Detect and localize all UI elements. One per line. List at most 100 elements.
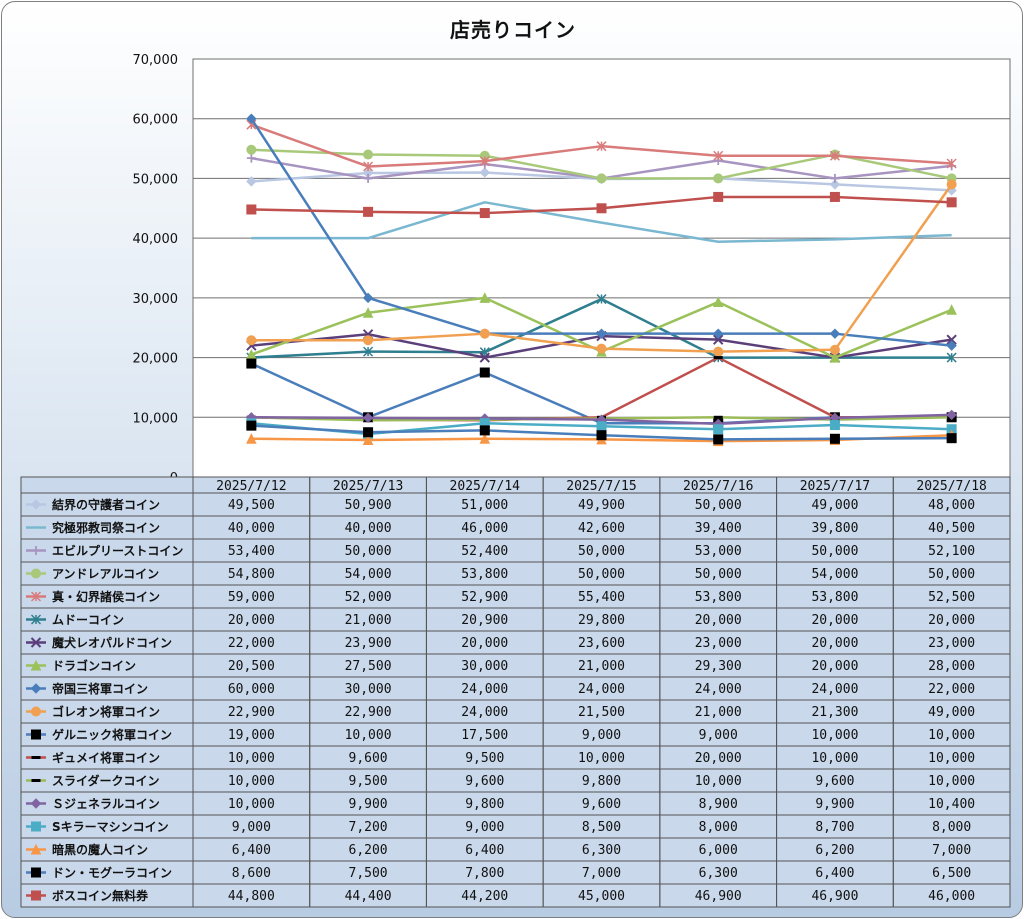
data-label: 28,000 [928,659,975,674]
data-label: 20,000 [928,613,975,628]
legend-label: アンドレアルコイン [52,567,159,581]
data-label: 23,000 [928,636,975,651]
data-label: 9,000 [699,728,738,743]
data-label: 24,000 [578,682,625,697]
data-point [31,779,41,782]
table-row: エビルプリーストコイン 53,400 50,000 52,400 50,000 53,00… [20,538,1011,563]
data-label: 7,800 [465,866,504,881]
data-point [362,292,374,304]
legend-label: 結界の守護者コイン [52,497,160,512]
data-label: 49,900 [578,498,625,513]
legend-label: Sキラーマシンコイン [52,820,169,834]
data-label: 8,000 [932,820,971,835]
data-point [30,591,42,602]
chart-title: 店売りコイン [450,18,576,42]
legend-label: ギュメイ将軍コイン [52,750,160,765]
data-point [246,358,257,369]
data-label: 30,000 [345,682,392,697]
table-row: スライダークコイン 10,000 9,500 9,600 9,800 10,000 9,60… [20,768,1011,793]
y-tick-label: 30,000 [133,292,179,307]
series-line [251,201,952,243]
data-label: 20,000 [811,613,858,628]
data-label: 9,000 [232,820,271,835]
table-row: ボスコイン無料券 44,800 44,400 44,200 45,000 46,900 46… [20,883,1011,908]
data-point [713,424,724,435]
x-category-label: 2025/7/13 [333,479,403,494]
data-point [479,425,490,436]
data-point [946,197,957,208]
data-label: 42,600 [578,521,625,536]
data-label: 52,500 [928,590,975,605]
table-row: Sキラーマシンコイン 9,000 7,200 9,000 8,500 8,000 8,700… [20,814,1011,839]
data-label: 49,000 [811,498,858,513]
data-label: 59,000 [228,590,275,605]
data-point [479,433,491,444]
data-label: 23,600 [578,636,625,651]
data-point [596,430,607,441]
data-label: 9,900 [349,797,388,812]
data-point [31,821,41,832]
y-tick-label: 10,000 [133,411,179,426]
data-point [829,150,840,161]
data-label: 6,400 [465,843,504,858]
data-label: 21,500 [578,705,625,720]
y-tick-label: 50,000 [133,172,179,187]
legend-label: 真・幻界諸侯コイン [52,589,160,604]
data-label: 29,300 [695,659,742,674]
data-label: 50,000 [578,567,625,582]
table-row: 究極邪教司祭コイン 40,000 40,000 46,000 42,600 39,400 3… [20,515,1011,540]
data-point [362,412,374,424]
data-label: 46,000 [928,889,975,904]
table-cell [892,883,1011,908]
data-label: 53,800 [461,567,508,582]
data-label: 10,000 [811,728,858,743]
data-label: 23,900 [345,636,392,651]
table-row: ムドーコイン 20,000 21,000 20,900 29,800 20,000 20,0… [20,607,1011,632]
data-label: 40,000 [228,521,275,536]
data-point [246,153,256,163]
data-point [363,173,373,183]
data-label: 49,500 [228,498,275,513]
data-label: 20,000 [695,751,742,766]
data-label: 39,800 [811,521,858,536]
data-label: 30,000 [461,659,508,674]
data-point [946,409,957,421]
data-label: 52,100 [928,544,975,559]
data-point [713,334,724,345]
data-point [246,420,257,431]
data-point [246,433,257,444]
data-label: 21,000 [578,659,625,674]
data-point [246,176,257,187]
data-point [479,352,490,363]
data-label: 7,000 [932,843,971,858]
legend-label: 暗黒の魔人コイン [52,842,148,857]
legend-label: ゴレオン将軍コイン [52,704,160,719]
data-label: 52,900 [461,590,508,605]
legend-label: 究極邪教司祭コイン [52,520,160,535]
data-label: 21,000 [345,613,392,628]
data-label: 20,000 [228,613,275,628]
x-category-label: 2025/7/16 [683,479,753,494]
data-label: 49,000 [928,705,975,720]
data-label: 10,000 [345,728,392,743]
data-label: 9,600 [815,774,854,789]
data-label: 50,000 [578,544,625,559]
table-row: アンドレアルコイン 54,800 54,000 53,800 50,000 50,000 5… [20,561,1011,586]
data-label: 9,000 [465,820,504,835]
legend-label: Ｓジェネラルコイン [52,797,160,811]
data-point [30,637,42,648]
data-label: 8,000 [699,820,738,835]
data-label: 10,000 [928,728,975,743]
data-table [20,476,1011,908]
data-label: 8,900 [699,797,738,812]
data-label: 10,000 [928,751,975,766]
data-point [596,328,607,339]
data-point [479,167,490,178]
data-label: 9,600 [349,751,388,766]
data-point [946,334,957,345]
data-label: 54,000 [345,567,392,582]
series-path [251,201,952,243]
data-label: 46,900 [695,889,742,904]
data-label: 22,000 [228,636,275,651]
